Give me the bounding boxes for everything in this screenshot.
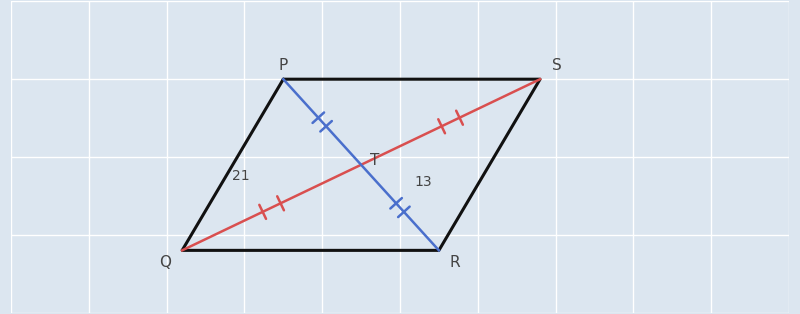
Text: P: P <box>278 58 288 73</box>
Text: 21: 21 <box>232 170 250 183</box>
Text: R: R <box>449 255 460 269</box>
Text: 13: 13 <box>414 175 432 189</box>
Text: T: T <box>370 154 380 168</box>
Text: Q: Q <box>159 255 171 269</box>
Text: S: S <box>552 58 562 73</box>
